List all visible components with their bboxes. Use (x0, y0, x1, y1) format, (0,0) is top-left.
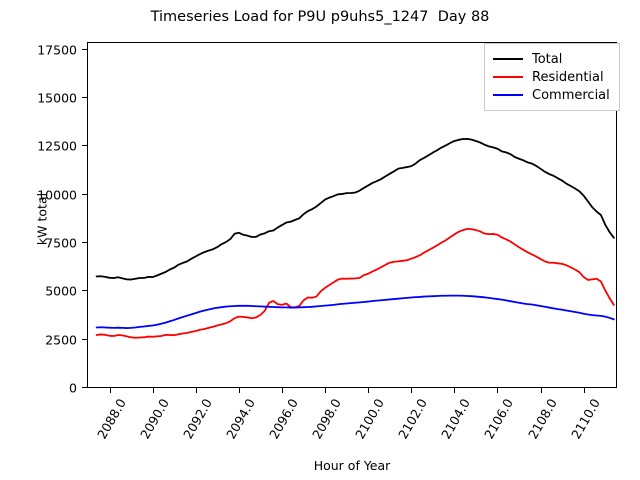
x-tick (281, 387, 283, 393)
x-tick-label: 2088.0 (93, 396, 129, 442)
legend-label: Total (532, 51, 563, 67)
y-tick-label: 17500 (37, 42, 77, 58)
y-tick: 15000 (37, 91, 88, 106)
x-tick-label: 2108.0 (524, 396, 560, 442)
y-tick: 7500 (45, 236, 88, 251)
plot-lines (95, 137, 615, 339)
y-tick-label: 7500 (45, 235, 77, 251)
x-tick-label: 2092.0 (179, 396, 215, 442)
legend-item: Total (493, 50, 610, 68)
y-tick: 2500 (45, 332, 88, 347)
x-tick-label: 2110.0 (567, 396, 603, 442)
x-tick (368, 387, 370, 393)
x-axis-label: Hour of Year (313, 458, 391, 473)
legend-swatch (493, 94, 523, 96)
x-tick (325, 387, 327, 393)
x-tick (497, 387, 499, 393)
y-tick: 17500 (37, 42, 88, 57)
y-tick: 0 (69, 381, 88, 396)
x-tick (152, 387, 154, 393)
x-tick-label: 2102.0 (395, 396, 431, 442)
series-line (95, 137, 615, 281)
y-tick-label: 10000 (37, 187, 77, 203)
legend-item: Commercial (493, 86, 610, 104)
x-tick-label: 2104.0 (438, 396, 474, 442)
y-tick: 10000 (37, 187, 88, 202)
chart-title: Timeseries Load for P9U p9uhs5_1247 Day … (150, 9, 490, 25)
chart-legend: Total Residential Commercial (484, 43, 620, 111)
x-tick (540, 387, 542, 393)
plot-area: kW total 0 2500 5000 7500 10000 12500 15000 175… (35, 42, 620, 473)
y-tick-label: 15000 (37, 90, 77, 106)
legend-swatch (493, 58, 523, 60)
y-tick-label: 5000 (45, 283, 77, 299)
x-tick-label: 2094.0 (222, 396, 258, 442)
x-tick (109, 387, 111, 393)
y-tick-label: 2500 (45, 332, 77, 348)
x-tick-label: 2096.0 (266, 396, 301, 442)
legend-label: Commercial (532, 87, 610, 103)
y-tick-label: 12500 (37, 138, 77, 154)
x-tick (238, 387, 240, 393)
x-tick-label: 2106.0 (481, 396, 517, 442)
x-tick (411, 387, 413, 393)
x-tick (195, 387, 197, 393)
x-tick (583, 387, 585, 393)
y-tick: 12500 (37, 139, 88, 154)
x-tick-label: 2100.0 (352, 396, 388, 442)
legend-swatch (493, 76, 523, 78)
x-tick-label: 2098.0 (309, 396, 345, 442)
x-tick (454, 387, 456, 393)
legend-label: Residential (532, 69, 604, 85)
series-line (95, 228, 615, 339)
y-tick: 5000 (45, 284, 88, 299)
x-tick-label: 2090.0 (136, 396, 172, 442)
legend-item: Residential (493, 68, 610, 86)
y-tick-label: 0 (69, 380, 77, 396)
series-line (95, 294, 615, 329)
